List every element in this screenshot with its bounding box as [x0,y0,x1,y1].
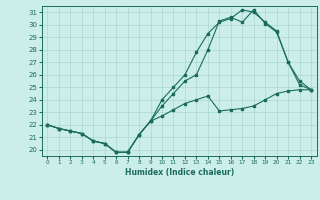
X-axis label: Humidex (Indice chaleur): Humidex (Indice chaleur) [124,168,234,177]
